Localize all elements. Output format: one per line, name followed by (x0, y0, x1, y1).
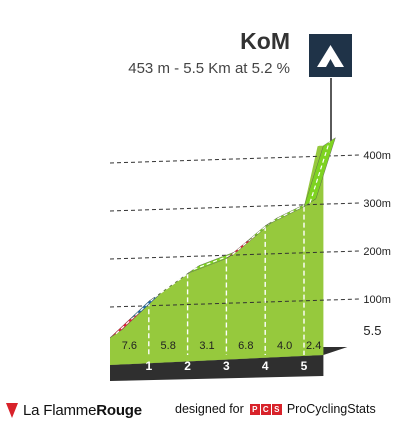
credit-site: ProCyclingStats (286, 402, 376, 416)
mountain-summit-icon (309, 34, 352, 77)
total-distance-label: 5.5 (363, 323, 381, 338)
flag-icon (6, 403, 18, 418)
road-centerline (270, 202, 311, 223)
gradient-label: 5.8 (161, 340, 176, 352)
gradient-label: 4.0 (277, 340, 292, 352)
road-centerline (309, 141, 330, 203)
elevation-tick-label: 300m (363, 198, 391, 210)
brand-name: La FlammeRouge (23, 401, 142, 419)
km-tick-label: 2 (184, 359, 191, 373)
km-tick-label: 4 (262, 359, 269, 373)
km-tick-label: 1 (145, 359, 152, 373)
road-centerline (134, 296, 156, 316)
base-strip (110, 355, 324, 381)
elevation-tick-label: 400m (363, 150, 391, 162)
elevation-tick-label: 200m (363, 246, 391, 258)
gradient-label: 3.1 (199, 340, 214, 352)
elevation-tick-label: 100m (363, 294, 391, 306)
gradient-label: 6.8 (238, 340, 253, 352)
la-flamme-rouge-logo: La FlammeRouge (5, 399, 142, 421)
credit-prefix: designed for (175, 402, 244, 416)
km-tick-label: 5 (301, 359, 308, 373)
km-tick-label: 3 (223, 359, 230, 373)
profile-face (110, 145, 324, 365)
gradient-label: 7.6 (122, 340, 137, 352)
road-centerline (115, 315, 136, 335)
road-centerline (232, 237, 253, 255)
climb-summary: 453 m - 5.5 Km at 5.2 % (128, 60, 290, 77)
climb-title: KoM (240, 28, 290, 54)
gradient-label: 2.4 (306, 340, 321, 352)
road-centerline (154, 268, 194, 298)
elevation-profile-chart: 100m 200m 300m 400m 7.6 5.8 3.1 6.8 4.0 2.4 1 2 3 4 5 5… (109, 78, 391, 381)
